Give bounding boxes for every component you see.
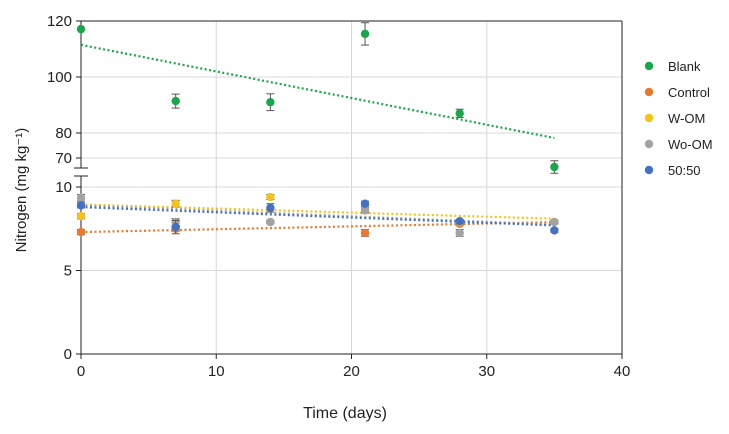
- x-tick-label: 0: [77, 363, 85, 380]
- data-point-Wo-OM: [360, 206, 370, 215]
- trendline-Control: [80, 220, 555, 234]
- legend-marker: [644, 139, 654, 149]
- x-tick-label: 30: [478, 363, 495, 380]
- legend-label: W-OM: [668, 111, 705, 126]
- y-tick-label: 120: [47, 13, 72, 30]
- data-point-Wo-OM: [266, 217, 275, 227]
- data-point-W-OM: [171, 199, 180, 208]
- y-tick-label: 80: [55, 125, 72, 142]
- legend-marker: [644, 61, 654, 71]
- data-point-W-OM: [76, 212, 86, 221]
- legend-marker: [644, 87, 654, 97]
- legend-label: Control: [668, 85, 710, 100]
- legend-label: Wo-OM: [668, 137, 713, 152]
- data-point-50:50: [76, 201, 86, 210]
- x-tick-label: 10: [208, 363, 225, 380]
- x-axis-label: Time (days): [303, 405, 387, 422]
- data-point-Wo-OM: [76, 193, 86, 203]
- legend-marker: [644, 113, 654, 123]
- y-tick-label: 10: [55, 179, 72, 196]
- x-tick-label: 20: [343, 363, 360, 380]
- legend-label: 50:50: [668, 163, 701, 178]
- data-point-50:50: [455, 217, 464, 226]
- data-point-50:50: [266, 203, 275, 213]
- data-point-50:50: [550, 226, 559, 235]
- data-point-W-OM: [266, 192, 275, 202]
- data-point-Blank: [266, 98, 275, 107]
- x-tick-label: 40: [614, 363, 631, 380]
- y-tick-label: 0: [64, 346, 72, 363]
- data-point-Wo-OM: [455, 228, 464, 238]
- data-point-Control: [76, 227, 86, 237]
- legend-label: Blank: [668, 59, 701, 74]
- data-point-50:50: [360, 199, 370, 208]
- trendline-W-OM: [80, 203, 555, 220]
- trendline-Wo-OM: [80, 204, 555, 226]
- y-tick-label: 100: [47, 69, 72, 86]
- y-axis-label: Nitrogen (mg kg⁻¹): [13, 128, 30, 253]
- data-point-Blank: [360, 29, 370, 39]
- y-tick-label: 70: [55, 150, 72, 167]
- data-point-Blank: [171, 96, 180, 106]
- legend-marker: [644, 165, 654, 175]
- data-point-Control: [360, 228, 370, 238]
- data-point-50:50: [171, 222, 180, 232]
- y-tick-label: 5: [64, 263, 72, 280]
- trendline-Blank: [80, 43, 555, 140]
- data-point-Wo-OM: [550, 217, 559, 227]
- data-point-Blank: [550, 162, 559, 172]
- data-point-Blank: [76, 24, 86, 34]
- data-point-Blank: [455, 109, 464, 118]
